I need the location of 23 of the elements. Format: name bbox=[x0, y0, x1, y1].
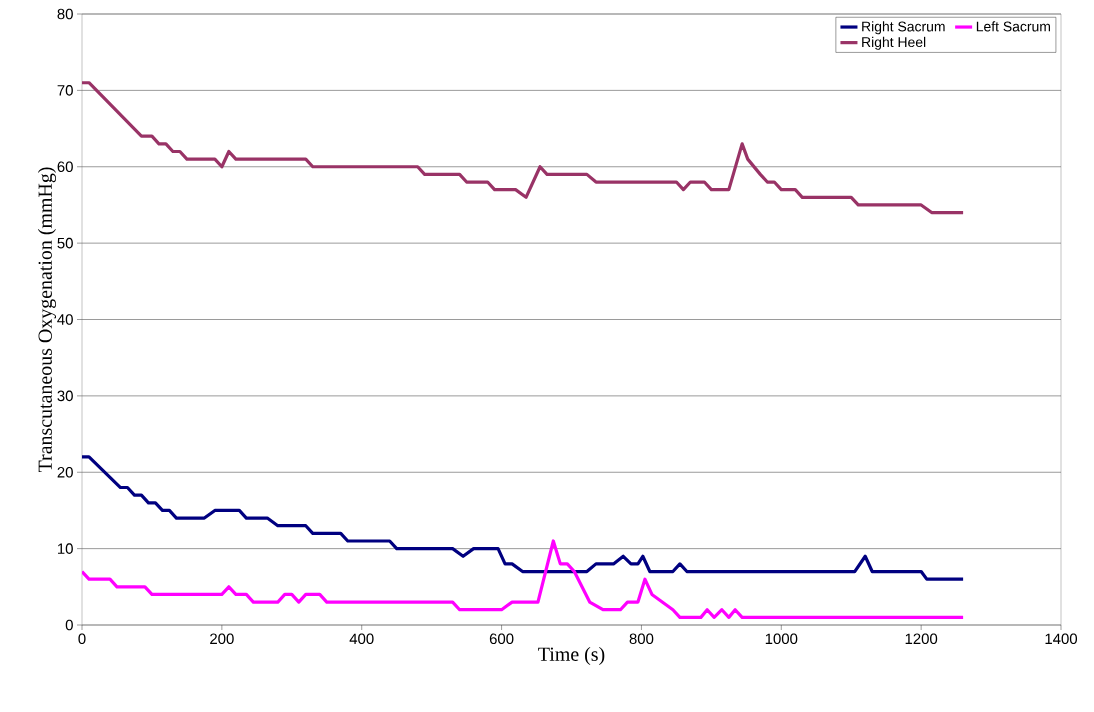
y-tick-label: 80 bbox=[57, 8, 73, 20]
x-tick-label: 200 bbox=[210, 633, 234, 645]
y-tick-label: 0 bbox=[65, 619, 73, 631]
y-tick-label: 50 bbox=[57, 237, 73, 249]
x-tick-label: 1400 bbox=[1045, 633, 1078, 645]
y-tick-label: 30 bbox=[57, 390, 73, 402]
y-tick-label: 70 bbox=[57, 85, 73, 96]
x-tick-label: 1000 bbox=[765, 633, 798, 645]
line-series bbox=[82, 455, 965, 581]
y-axis-title: Transcutaneous Oxygenation (mmHg) bbox=[37, 167, 57, 473]
y-tick-label: 20 bbox=[57, 466, 73, 478]
y-tick-label: 40 bbox=[57, 314, 73, 325]
y-tick-label: 10 bbox=[58, 543, 73, 554]
x-tick-label: 800 bbox=[629, 633, 654, 645]
legend-label: Right Sacrum bbox=[862, 21, 945, 35]
legend-label: Left Sacrum bbox=[976, 21, 1050, 32]
x-tick-label: 0 bbox=[78, 633, 86, 645]
x-tick-label: 1200 bbox=[905, 633, 938, 645]
x-axis-title: Time (s) bbox=[538, 646, 605, 665]
y-tick-label: 60 bbox=[57, 161, 73, 173]
legend-label: Right Heel bbox=[862, 36, 926, 50]
x-tick-label: 600 bbox=[489, 633, 514, 645]
x-tick-label: 400 bbox=[349, 633, 374, 645]
